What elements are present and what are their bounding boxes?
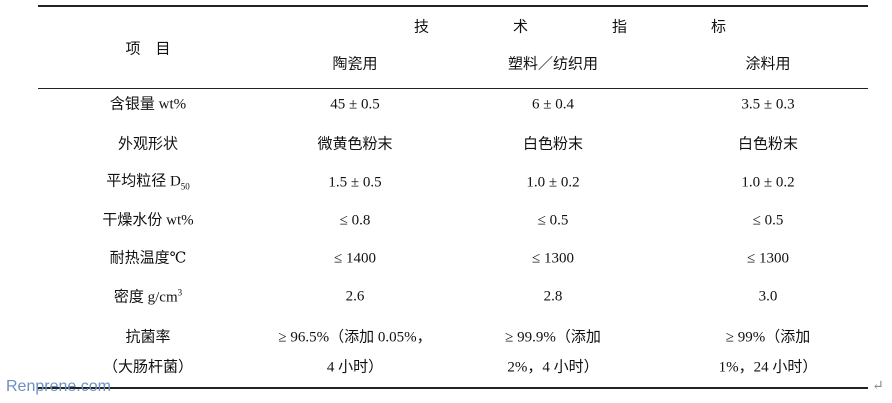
cell-text: ≤ 0.5: [752, 212, 784, 229]
cell: 白色粉末: [522, 136, 584, 153]
column-header: 塑料／纺织用: [507, 56, 599, 73]
cell-text: 耐热温度℃: [109, 250, 187, 267]
cell-line: 1%，24 小时）: [718, 359, 818, 376]
paragraph-mark: ↵: [872, 379, 884, 394]
cell-line: ≥ 99.9%（添加: [505, 329, 601, 346]
cell-line: ≥ 99%（添加: [725, 329, 811, 346]
item-header: 项 目: [125, 41, 171, 58]
cell: 微黄色粉末: [317, 136, 393, 153]
cell-text: 2.8: [543, 288, 563, 305]
cell-text: ≤ 1300: [747, 250, 789, 267]
cell: 1.0 ± 0.2: [526, 174, 580, 191]
cell-text: 3.5 ± 0.3: [741, 96, 795, 113]
cell: 1.5 ± 0.5: [328, 174, 382, 191]
cell: 3.0: [758, 288, 778, 305]
cell-text: 干燥水份 wt%: [102, 212, 194, 229]
cell-text: 含银量 wt%: [109, 96, 187, 113]
header-rule: [38, 88, 868, 89]
cell-text: 3.0: [758, 288, 778, 305]
cell: ≤ 1300: [747, 250, 789, 267]
column-header: 涂料用: [745, 56, 791, 73]
cell-line: 2%，4 小时）: [507, 359, 599, 376]
cell-text: 微黄色粉末: [317, 136, 393, 153]
cell-text: 6 ± 0.4: [532, 96, 574, 113]
bottom-rule: [38, 387, 868, 389]
cell-line: ≥ 96.5%（添加 0.05%，: [278, 329, 432, 346]
cell-line: 抗菌率: [125, 329, 171, 346]
cell-text: 1.5 ± 0.5: [328, 174, 382, 191]
cell: ≤ 0.8: [339, 212, 371, 229]
cell: 密度 g/cm3: [113, 287, 183, 306]
watermark: Renprene.com: [6, 378, 111, 395]
cell: ≤ 0.5: [537, 212, 569, 229]
cell: 45 ± 0.5: [330, 96, 380, 113]
cell-text: 1.0 ± 0.2: [741, 174, 795, 191]
cell: 2.6: [345, 288, 365, 305]
cell-text: 1.0 ± 0.2: [526, 174, 580, 191]
cell: 干燥水份 wt%: [102, 212, 194, 229]
cell: 3.5 ± 0.3: [741, 96, 795, 113]
cell: ≤ 0.5: [752, 212, 784, 229]
cell-text: ≤ 1300: [532, 250, 574, 267]
cell-text: 平均粒径 D: [106, 173, 181, 190]
superscript: 3: [177, 287, 183, 298]
cell-text: ≤ 1400: [334, 250, 376, 267]
cell: 白色粉末: [737, 136, 799, 153]
cell-text: ≤ 0.8: [339, 212, 371, 229]
cell: 外观形状: [117, 136, 179, 153]
cell: 平均粒径 D50: [106, 173, 190, 192]
cell-text: 密度 g/cm: [113, 289, 178, 306]
cell: 耐热温度℃: [109, 250, 187, 267]
cell: 含银量 wt%: [109, 96, 187, 113]
cell: 6 ± 0.4: [532, 96, 574, 113]
subscript: 50: [180, 181, 190, 192]
cell-text: 外观形状: [117, 136, 179, 153]
cell-text: 45 ± 0.5: [330, 96, 380, 113]
cell-text: 白色粉末: [737, 136, 799, 153]
cell: 2.8: [543, 288, 563, 305]
cell-text: 白色粉末: [522, 136, 584, 153]
cell-line: （大肠杆菌）: [102, 359, 194, 376]
cell: ≤ 1300: [532, 250, 574, 267]
column-header: 陶瓷用: [332, 56, 378, 73]
group-header: 技术指标: [413, 19, 811, 36]
top-rule: [38, 5, 868, 7]
cell: 1.0 ± 0.2: [741, 174, 795, 191]
cell-text: 2.6: [345, 288, 365, 305]
cell-line: 4 小时）: [326, 359, 384, 376]
cell-text: ≤ 0.5: [537, 212, 569, 229]
cell: ≤ 1400: [334, 250, 376, 267]
